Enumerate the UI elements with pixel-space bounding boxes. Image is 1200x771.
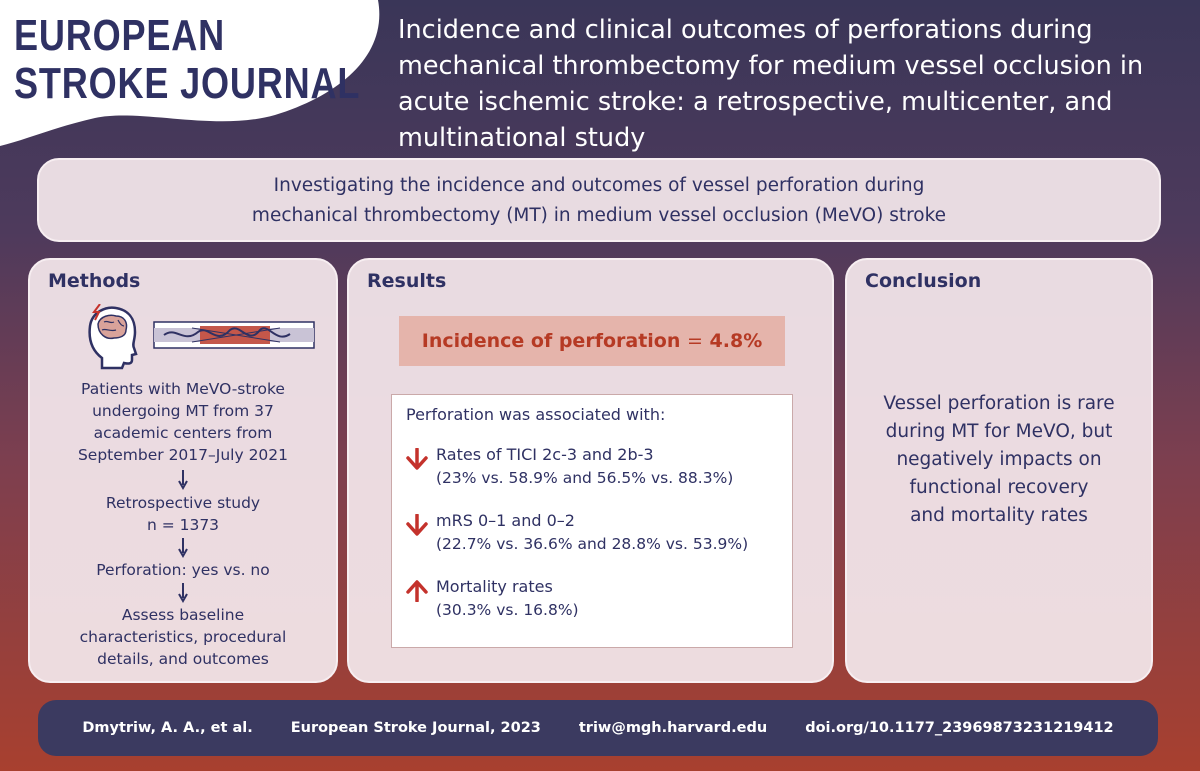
- methods-step-perforation: Perforation: yes vs. no: [30, 559, 336, 581]
- conclusion-heading: Conclusion: [865, 270, 982, 292]
- result-item-label: Rates of TICI 2c-3 and 2b-3: [436, 445, 654, 464]
- footer-doi-link[interactable]: doi.org/10.1177_23969873231219412: [805, 720, 1114, 736]
- methods-step-study: Retrospective study n = 1373: [30, 492, 336, 536]
- objective-text: Investigating the incidence and outcomes…: [39, 160, 1159, 231]
- methods-step-patients-line: undergoing MT from 37: [92, 402, 274, 420]
- conclusion-line: Vessel perforation is rare: [883, 393, 1115, 414]
- logo-background: [0, 0, 380, 146]
- results-panel: Results Incidence of perforation = 4.8% …: [347, 258, 834, 683]
- footer-authors: Dmytriw, A. A., et al.: [82, 720, 253, 736]
- footer-email-link[interactable]: triw@mgh.harvard.edu: [578, 720, 768, 736]
- methods-illustration: [80, 303, 320, 370]
- brain-head-icon: [88, 303, 315, 370]
- arrow-down-icon: [178, 538, 188, 558]
- result-item-detail: (23% vs. 58.9% and 56.5% vs. 88.3%): [436, 469, 734, 487]
- methods-step-patients-line: academic centers from: [93, 424, 273, 442]
- conclusion-line: negatively impacts on: [896, 449, 1102, 470]
- conclusion-line: during MT for MeVO, but: [885, 421, 1113, 442]
- methods-step-patients-line: Patients with MeVO-stroke: [81, 380, 285, 398]
- incidence-equals: =: [687, 330, 703, 352]
- methods-step-study-line: n = 1373: [146, 516, 220, 534]
- result-item-label: Mortality rates: [436, 577, 553, 596]
- arrow-down-icon: [178, 583, 188, 603]
- methods-panel: Methods Patients with MeVO-stroke underg…: [28, 258, 338, 683]
- methods-step-patients: Patients with MeVO-stroke undergoing MT …: [30, 378, 336, 466]
- conclusion-panel: Conclusion Vessel perforation is rare du…: [845, 258, 1153, 683]
- methods-step-assess-line: Assess baseline: [121, 606, 245, 624]
- incidence-value: 4.8%: [709, 330, 763, 352]
- conclusion-line: and mortality rates: [910, 505, 1088, 526]
- arrow-down-icon: [406, 514, 428, 536]
- results-heading: Results: [367, 270, 447, 292]
- thrombectomy-stent-icon: [153, 321, 315, 349]
- association-heading: Perforation was associated with:: [406, 405, 666, 424]
- result-item-label: mRS 0–1 and 0–2: [436, 511, 575, 530]
- result-item-detail: (22.7% vs. 36.6% and 28.8% vs. 53.9%): [436, 535, 749, 553]
- association-box: Perforation was associated with: Rates o…: [391, 394, 793, 648]
- methods-step-assess: Assess baseline characteristics, procedu…: [30, 604, 336, 670]
- logo-line-1: EUROPEAN: [14, 11, 226, 60]
- methods-step-assess-line: details, and outcomes: [97, 650, 269, 668]
- methods-step-study-line: Retrospective study: [105, 494, 261, 512]
- result-item-detail: (30.3% vs. 16.8%): [436, 601, 579, 619]
- conclusion-line: functional recovery: [909, 477, 1089, 498]
- objective-box: Investigating the incidence and outcomes…: [37, 158, 1161, 242]
- methods-step-perforation-line: Perforation: yes vs. no: [96, 561, 270, 579]
- arrow-down-icon: [406, 448, 428, 470]
- page-title: Incidence and clinical outcomes of perfo…: [398, 15, 1144, 153]
- methods-step-assess-line: characteristics, procedural: [79, 628, 287, 646]
- journal-logo: EUROPEAN STROKE JOURNAL: [0, 0, 400, 148]
- objective-line-2: mechanical thrombectomy (MT) in medium v…: [251, 205, 947, 226]
- methods-heading: Methods: [48, 270, 141, 292]
- arrow-down-icon: [178, 470, 188, 490]
- incidence-label: Incidence of perforation: [421, 330, 681, 352]
- footer-journal: European Stroke Journal, 2023: [290, 720, 541, 736]
- methods-step-patients-line: September 2017–July 2021: [77, 446, 289, 464]
- footer-citation-bar: Dmytriw, A. A., et al. European Stroke J…: [38, 700, 1158, 756]
- objective-line-1: Investigating the incidence and outcomes…: [273, 175, 925, 196]
- incidence-banner: Incidence of perforation = 4.8%: [399, 316, 785, 366]
- conclusion-text: Vessel perforation is rare during MT for…: [847, 390, 1151, 530]
- logo-line-2: STROKE JOURNAL: [14, 59, 361, 108]
- arrow-up-icon: [406, 580, 428, 602]
